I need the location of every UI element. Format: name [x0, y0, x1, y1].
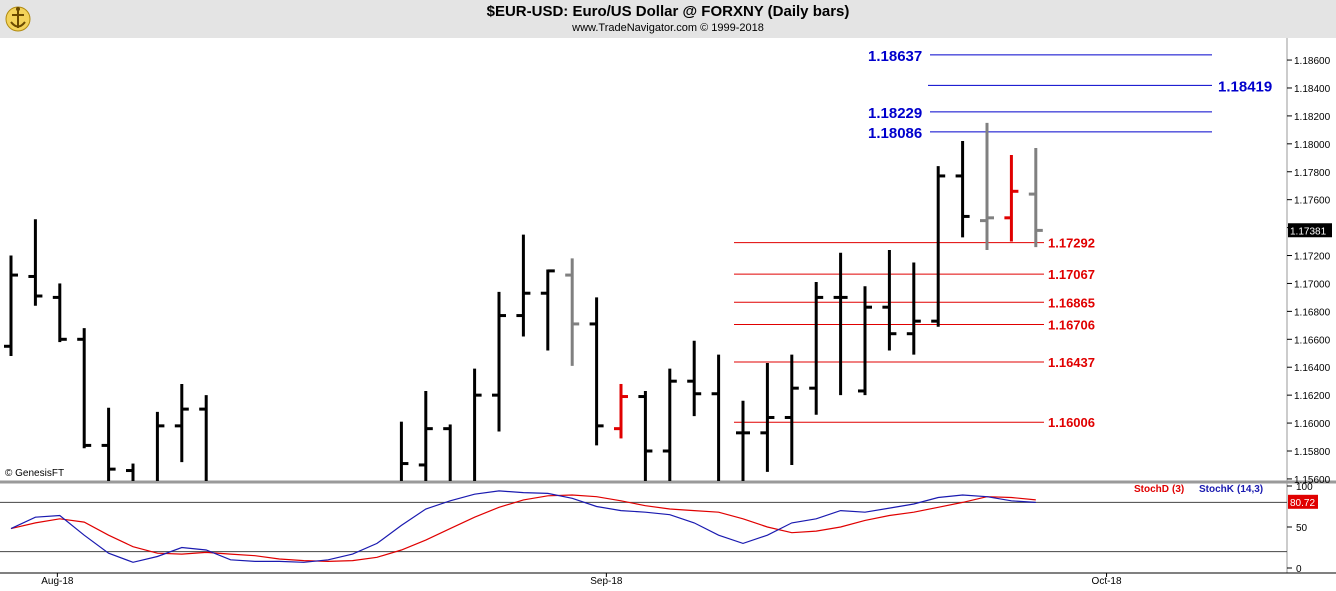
y-tick-label: 1.16400 [1294, 363, 1331, 374]
last-price-box [1288, 223, 1332, 238]
legend-stochk-param: (14,3) [1237, 484, 1264, 495]
ohlc-bar [906, 262, 921, 355]
ohlc-bar [155, 411, 165, 481]
support-label: 1.16706 [1048, 317, 1095, 332]
ohlc-bar [784, 354, 799, 465]
y-tick-label: 1.15800 [1294, 447, 1331, 458]
y-tick-label: 1.18600 [1294, 56, 1331, 67]
ohlc-bar [101, 407, 116, 481]
y-tick-label: 1.15600 [1294, 475, 1331, 486]
resistance-label: 1.18229 [868, 105, 922, 122]
ohlc-bar [199, 395, 208, 481]
ohlc-bars [4, 122, 1043, 481]
price-y-axis: 1.15600 1.15800 1.16000 1.16200 1.16400 1.166… [1287, 56, 1332, 486]
y-tick-label: 1.17200 [1294, 252, 1331, 263]
stoch-value-box [1288, 494, 1318, 509]
ohlc-bar [882, 249, 897, 351]
ohlc-bar [473, 368, 482, 481]
ohlc-bar [687, 340, 702, 417]
fibonacci-levels: 1.18637 1.18419 1.18229 1.18086 1.17292 1.170… [734, 48, 1272, 430]
support-label: 1.17292 [1048, 236, 1095, 251]
support-label: 1.16437 [1048, 355, 1095, 370]
trade-navigator-logo-icon [4, 4, 32, 34]
stoch-line-stochd [10, 494, 1036, 563]
ohlc-bar [931, 166, 946, 327]
stoch-value-label: 80.72 [1290, 498, 1315, 509]
legend-stochk: StochK (14,3) [1199, 484, 1263, 495]
y-tick-label: 1.18400 [1294, 84, 1331, 95]
ohlc-bar [711, 354, 721, 481]
resistance-label: 1.18086 [868, 125, 922, 142]
ohlc-bar [955, 141, 970, 238]
ohlc-bar [638, 390, 653, 481]
chart-title: $EUR-USD: Euro/US Dollar @ FORXNY (Daily… [486, 3, 850, 20]
ohlc-bar [52, 283, 67, 343]
ohlc-bar [589, 297, 604, 446]
y-tick-label: 1.16200 [1294, 391, 1331, 402]
y-tick-label: 1.16000 [1294, 419, 1331, 430]
chart-subtitle: www.TradeNavigator.com © 1999-2018 [572, 22, 764, 34]
ohlc-bar [809, 282, 824, 415]
y-tick-label: 1.18200 [1294, 112, 1331, 123]
copyright-label: © GenesisFT [5, 468, 65, 479]
stoch-y-tick-label: 50 [1296, 523, 1308, 534]
ohlc-bar [77, 328, 92, 449]
y-tick-label: 1.16600 [1294, 335, 1331, 346]
ohlc-bar [614, 383, 628, 439]
ohlc-bar [540, 269, 555, 351]
stoch-line-stochk [10, 490, 1036, 563]
ohlc-bar [399, 421, 409, 481]
ohlc-bar [418, 390, 433, 481]
ohlc-bar [980, 122, 994, 250]
x-tick-label: Aug-18 [41, 576, 74, 587]
ohlc-bar [126, 463, 135, 481]
support-label: 1.17067 [1048, 267, 1095, 282]
ohlc-bar [1004, 154, 1019, 242]
ohlc-bar [492, 291, 506, 432]
y-tick-label: 1.16800 [1294, 307, 1331, 318]
y-tick-label: 1.17000 [1294, 279, 1331, 290]
stochastic-panel: 100 50 0 80.72 [0, 482, 1336, 575]
resistance-label: 1.18637 [868, 48, 922, 65]
legend-stochk-label: StochK [1199, 484, 1234, 495]
ohlc-bar [516, 234, 531, 337]
y-tick-label: 1.17800 [1294, 168, 1331, 179]
legend-stochd-label: StochD [1134, 484, 1169, 495]
last-price-label: 1.17381 [1290, 226, 1327, 237]
ohlc-bar [174, 383, 189, 463]
ohlc-bar [760, 363, 775, 472]
ohlc-bar [858, 286, 872, 396]
y-tick-label: 1.18000 [1294, 140, 1331, 151]
date-x-axis: Aug-18 Sep-18 Oct-18 [41, 573, 1122, 587]
ohlc-bar [1028, 148, 1043, 248]
legend-stochd: StochD (3) [1134, 484, 1184, 495]
resistance-label: 1.18419 [1218, 78, 1272, 95]
stoch-y-tick-label: 0 [1296, 564, 1302, 575]
x-tick-label: Oct-18 [1092, 576, 1122, 587]
ohlc-bar [662, 368, 677, 481]
y-tick-label: 1.17600 [1294, 196, 1331, 207]
chart-header: $EUR-USD: Euro/US Dollar @ FORXNY (Daily… [0, 0, 1336, 38]
ohlc-bar [565, 258, 580, 366]
ohlc-bar [443, 424, 452, 481]
ohlc-bar [736, 400, 750, 481]
ohlc-bar [28, 219, 43, 306]
legend-stochd-param: (3) [1172, 484, 1185, 495]
ohlc-bar [4, 255, 18, 357]
stoch-y-tick-label: 100 [1296, 482, 1313, 493]
x-tick-label: Sep-18 [590, 576, 623, 587]
support-label: 1.16006 [1048, 415, 1095, 430]
support-label: 1.16865 [1048, 295, 1095, 310]
ohlc-bar [833, 252, 848, 396]
